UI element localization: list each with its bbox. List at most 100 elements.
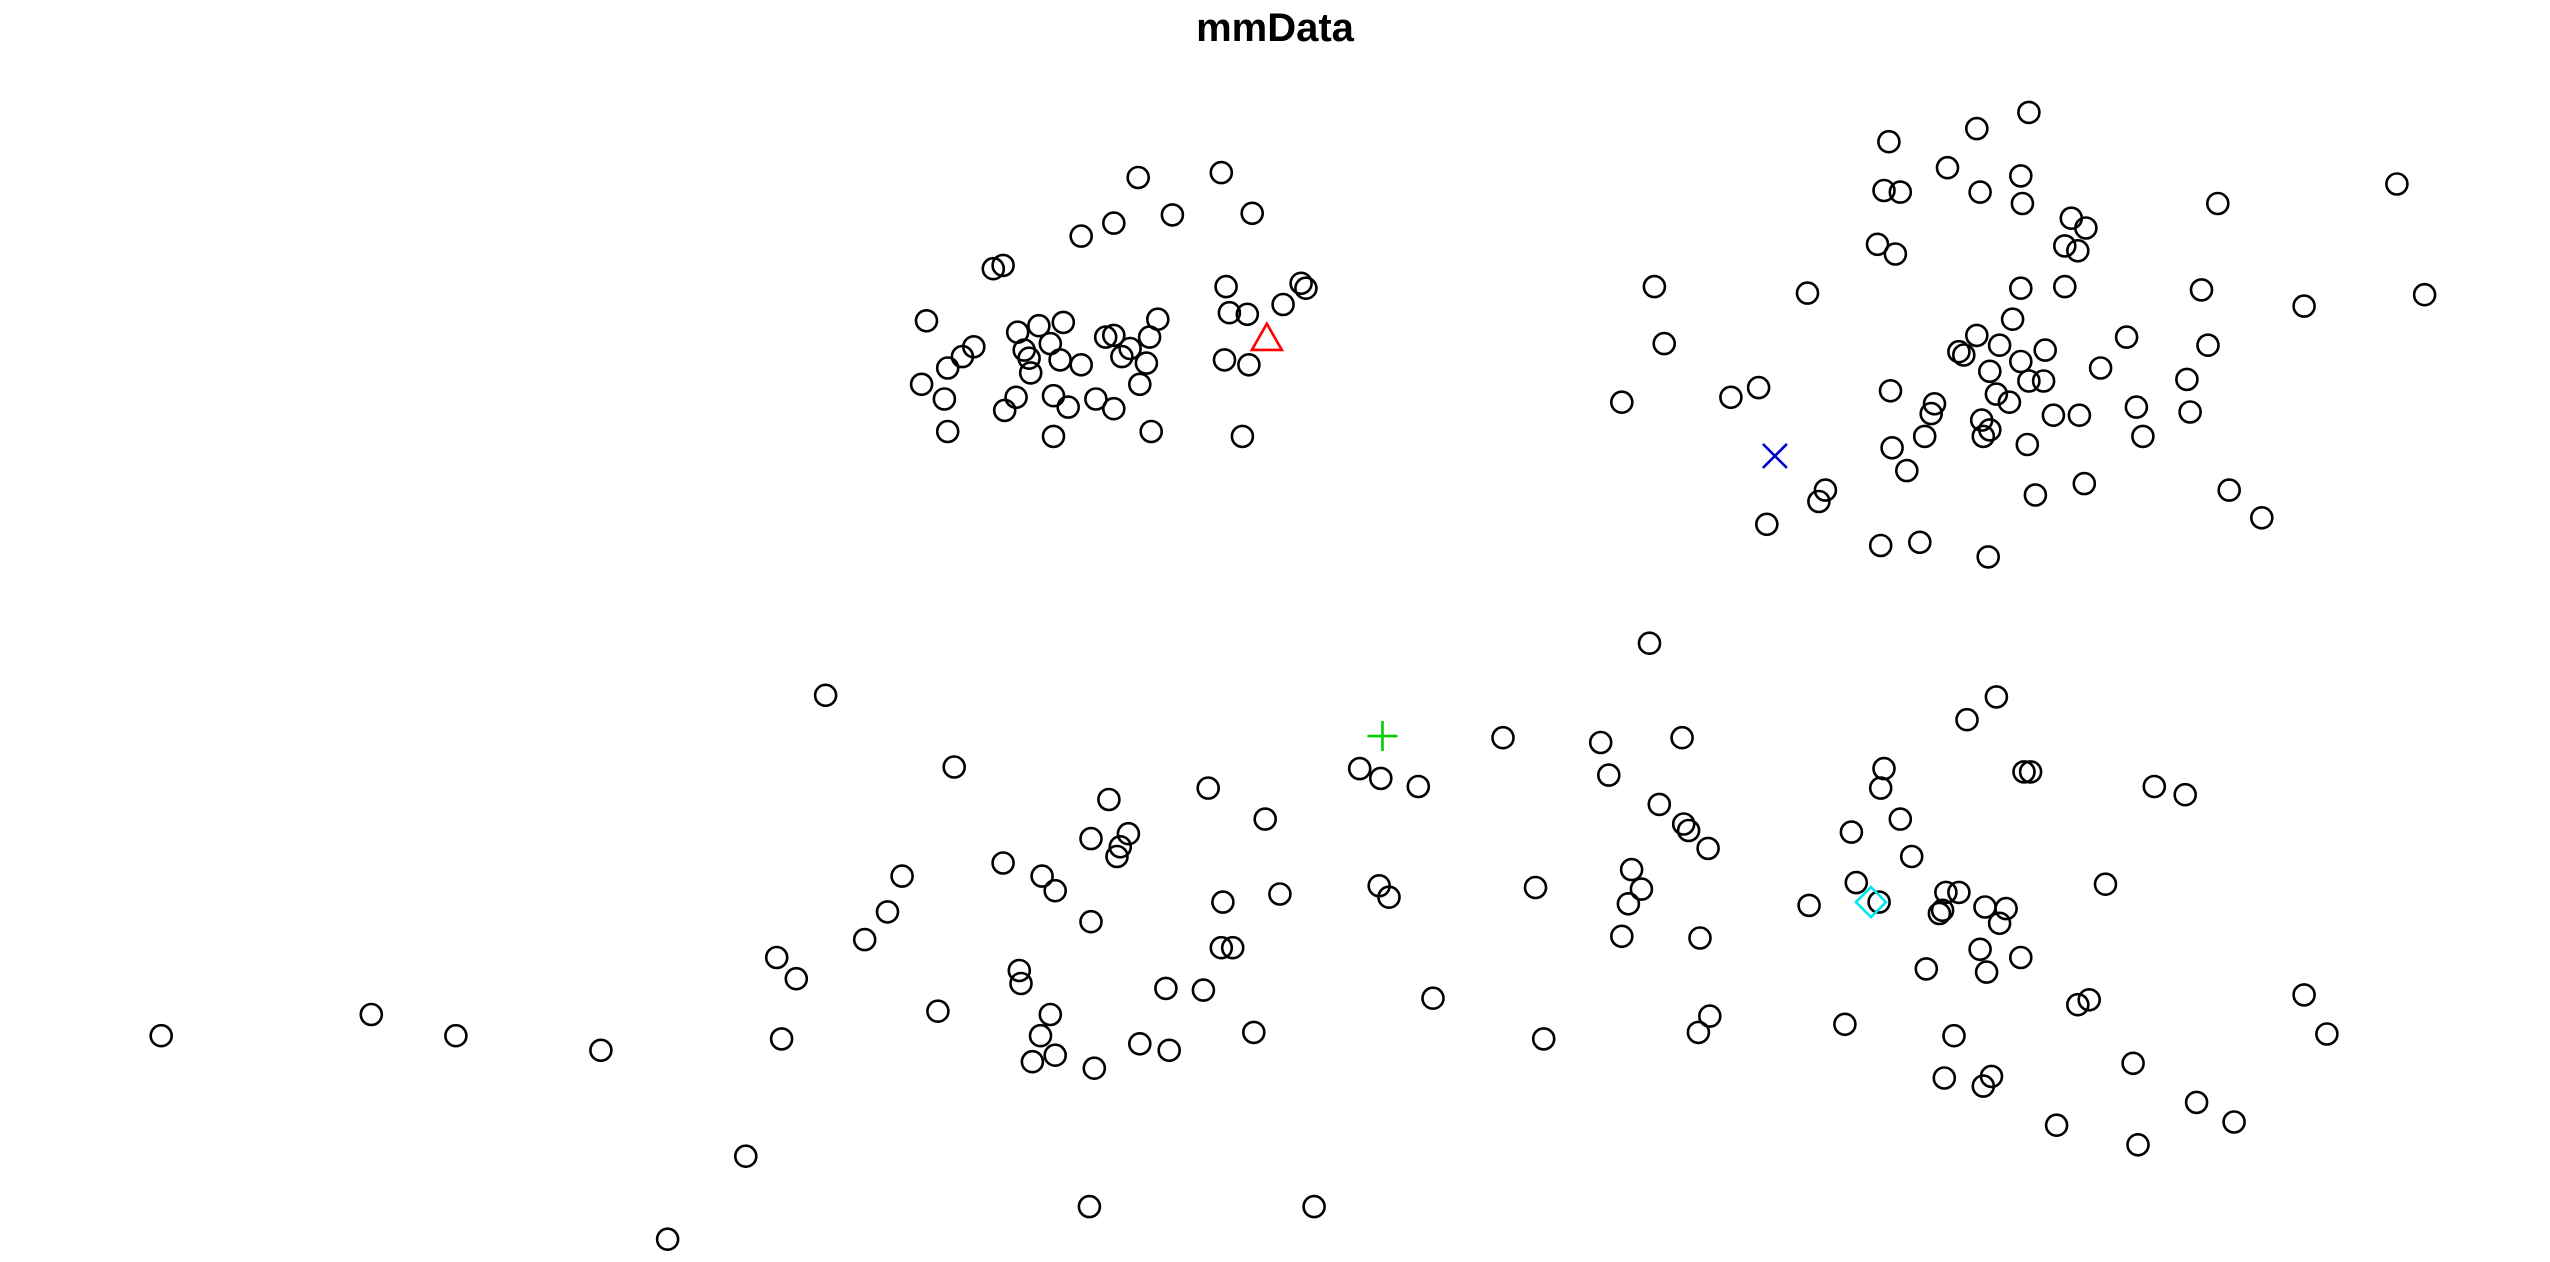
data-point <box>1048 348 1072 372</box>
data-point <box>2114 325 2139 349</box>
data-point <box>932 387 957 411</box>
data-point <box>1978 359 2002 384</box>
data-point <box>2250 505 2274 530</box>
data-point <box>1955 707 1979 732</box>
data-point <box>1211 890 1235 914</box>
data-point <box>1531 1027 1556 1051</box>
triangle-marker <box>1249 321 1285 352</box>
data-point <box>1984 382 2009 406</box>
data-point <box>1377 885 1401 910</box>
data-point <box>1867 890 1891 914</box>
data-point <box>1160 203 1185 227</box>
data-point <box>1616 891 1641 916</box>
data-point <box>1610 924 1634 949</box>
data-point <box>813 683 838 708</box>
data-point <box>1421 986 1445 1011</box>
data-point <box>1755 512 1779 537</box>
data-point <box>1128 1032 1152 1056</box>
data-point <box>1004 385 1028 410</box>
data-point <box>981 256 1006 281</box>
data-point <box>1947 880 1971 905</box>
data-point <box>2066 239 2090 263</box>
data-point <box>1118 336 1142 361</box>
data-point <box>1209 935 1234 960</box>
data-point <box>1009 971 1033 996</box>
data-point <box>1839 820 1864 844</box>
data-point <box>1523 875 1548 900</box>
data-point <box>875 900 900 924</box>
diamond-marker <box>1854 885 1888 919</box>
data-point <box>1952 343 1976 367</box>
data-point <box>1833 1012 1857 1037</box>
data-point <box>909 372 934 397</box>
data-point <box>1974 960 1999 984</box>
data-point <box>935 419 960 444</box>
data-point <box>1872 756 1896 781</box>
data-point <box>2074 216 2098 240</box>
data-point <box>1102 323 1126 348</box>
data-point <box>1253 807 1277 831</box>
data-point <box>1844 870 1869 895</box>
data-point <box>1102 211 1126 235</box>
data-point <box>1038 1002 1063 1027</box>
data-point <box>1899 844 1924 869</box>
data-point <box>1069 352 1093 377</box>
data-point <box>1872 178 1896 203</box>
data-point <box>1126 165 1150 190</box>
data-point <box>1934 880 1958 905</box>
data-point <box>1110 344 1134 369</box>
data-point <box>2033 338 2057 362</box>
data-point <box>1097 787 1121 812</box>
data-point <box>2206 191 2230 216</box>
data-point <box>1212 348 1237 372</box>
data-point <box>1209 160 1234 185</box>
data-point <box>935 356 960 380</box>
data-point <box>1888 807 1913 831</box>
data-point <box>2067 403 2092 428</box>
data-point <box>2015 432 2040 457</box>
data-point <box>1230 424 1255 449</box>
data-point <box>1079 826 1103 851</box>
data-point <box>1146 307 1170 332</box>
data-point <box>1069 224 1093 248</box>
plus-marker <box>1367 721 1398 752</box>
data-point <box>1883 242 1908 266</box>
data-point <box>1637 631 1662 656</box>
data-point <box>1868 776 1893 800</box>
data-point <box>1030 864 1054 888</box>
data-point <box>1017 346 1041 371</box>
data-point <box>914 308 939 333</box>
data-point <box>1271 292 1295 317</box>
data-point <box>1797 893 1821 918</box>
data-point <box>1979 1064 2004 1089</box>
data-point <box>1235 302 1260 327</box>
data-point <box>1294 276 1318 301</box>
data-point <box>1968 180 1992 204</box>
data-point <box>950 344 975 369</box>
data-point <box>1619 857 1644 882</box>
data-point <box>2018 760 2043 784</box>
data-point <box>1217 300 1242 325</box>
data-point <box>1369 766 1393 791</box>
data-point <box>1888 180 1913 204</box>
data-point <box>1220 935 1245 960</box>
data-point <box>2041 403 2066 428</box>
data-point <box>2009 276 2033 301</box>
data-point <box>764 945 789 970</box>
data-point <box>1056 395 1080 419</box>
data-point <box>589 1038 613 1063</box>
data-point <box>1968 937 1992 962</box>
data-point <box>784 966 809 991</box>
data-point <box>1987 333 2012 358</box>
data-point <box>1196 776 1220 800</box>
data-point <box>1610 390 1634 415</box>
data-point <box>2412 282 2437 307</box>
data-point <box>991 253 1015 278</box>
data-point <box>1289 271 1313 296</box>
data-point <box>1347 756 1372 781</box>
data-point <box>2385 172 2409 196</box>
data-point <box>1895 458 1919 483</box>
data-point <box>1018 361 1043 385</box>
data-point <box>1987 911 2012 936</box>
